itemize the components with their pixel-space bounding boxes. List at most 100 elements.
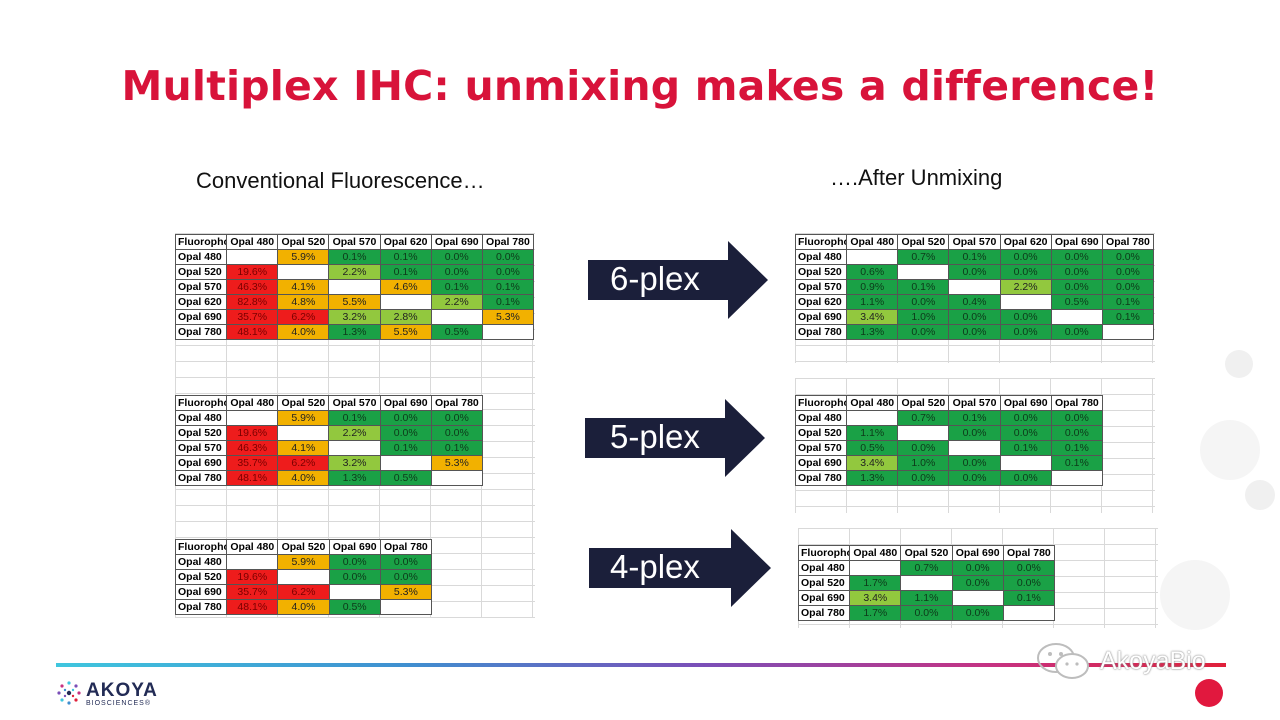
- table-cell: 0.5%: [379, 470, 432, 486]
- table-cell: 0.4%: [948, 294, 1001, 310]
- table-cell: 0.0%: [481, 249, 535, 265]
- arrow-4plex: [589, 529, 771, 607]
- table-cell: 0.0%: [999, 309, 1052, 325]
- table-cell: 1.3%: [328, 324, 381, 340]
- column-header: Opal 520: [277, 395, 330, 411]
- row-header: Opal 690: [174, 455, 228, 471]
- table-cell: 2.8%: [379, 309, 432, 325]
- table-cell: 0.9%: [846, 279, 899, 295]
- column-header: Opal 480: [846, 395, 899, 411]
- red-dot: [1195, 679, 1223, 707]
- table-cell: 3.2%: [328, 455, 381, 471]
- table-cell: 6.2%: [277, 455, 330, 471]
- table-cell: 35.7%: [226, 584, 279, 600]
- table-cell: [900, 575, 953, 591]
- table-cell: 46.3%: [226, 440, 279, 456]
- table-cell: 1.1%: [846, 294, 899, 310]
- right-heading: ….After Unmixing: [830, 165, 1003, 190]
- table-cell: 1.7%: [849, 575, 902, 591]
- table-cell: 0.0%: [1050, 425, 1104, 441]
- table-row: Opal 690 3.4% 1.0% 0.0% 0.1%: [794, 455, 1104, 471]
- table-cell: [948, 279, 1001, 295]
- table-cell: 0.0%: [999, 249, 1052, 265]
- table-cell: 0.0%: [379, 569, 433, 585]
- table-row: Opal 480 0.7% 0.1% 0.0% 0.0% 0.0%: [794, 249, 1155, 265]
- table-cell: [226, 554, 279, 570]
- table-cell: [897, 264, 950, 280]
- table-cell: 0.1%: [328, 410, 381, 426]
- table-cell: [277, 569, 330, 585]
- table-cell: 0.0%: [1002, 575, 1056, 591]
- akoya-logo-subtext: BIOSCIENCES®: [86, 700, 152, 707]
- table-cell: 0.0%: [999, 324, 1052, 340]
- table-cell: 4.0%: [277, 470, 330, 486]
- table-cell: 0.1%: [328, 249, 381, 265]
- row-header: Opal 620: [794, 294, 848, 310]
- table-row: Opal 520 0.6% 0.0% 0.0% 0.0% 0.0%: [794, 264, 1155, 280]
- table-row: Opal 780 48.1% 4.0% 0.5%: [174, 599, 433, 615]
- arrow-label-4plex: 4-plex: [610, 548, 700, 585]
- column-header: Fluorophore: [794, 395, 848, 411]
- akoya-logo-icon: [57, 681, 81, 705]
- table-cell: [379, 599, 433, 615]
- column-header: Opal 620: [999, 234, 1052, 250]
- table-cell: 0.1%: [430, 440, 484, 456]
- table-cell: [379, 455, 432, 471]
- row-header: Opal 690: [794, 455, 848, 471]
- table-cell: 4.0%: [277, 324, 330, 340]
- table-row: Opal 780 48.1% 4.0% 1.3% 0.5%: [174, 470, 484, 486]
- table-cell: [846, 410, 899, 426]
- table-cell: 6.2%: [277, 309, 330, 325]
- row-header: Opal 780: [174, 470, 228, 486]
- table-row: Opal 620 1.1% 0.0% 0.4% 0.5% 0.1%: [794, 294, 1155, 310]
- table-cell: 5.3%: [481, 309, 535, 325]
- row-header: Opal 780: [794, 470, 848, 486]
- table-row: Opal 480 5.9% 0.0% 0.0%: [174, 554, 433, 570]
- column-header: Opal 780: [1002, 545, 1056, 561]
- table-cell: 0.0%: [897, 294, 950, 310]
- row-header: Opal 570: [794, 440, 848, 456]
- row-header: Opal 570: [794, 279, 848, 295]
- table-cell: 0.0%: [430, 249, 483, 265]
- table-cell: [430, 470, 484, 486]
- table-cell: 0.0%: [999, 264, 1052, 280]
- table-cell: 0.0%: [1050, 410, 1104, 426]
- column-header: Opal 480: [226, 234, 279, 250]
- table-cell: 0.1%: [1050, 455, 1104, 471]
- row-header: Opal 520: [794, 264, 848, 280]
- table-row: Opal 780 48.1% 4.0% 1.3% 5.5% 0.5%: [174, 324, 535, 340]
- table-row: Opal 690 3.4% 1.0% 0.0% 0.0% 0.1%: [794, 309, 1155, 325]
- table-cell: [328, 279, 381, 295]
- table-cell: 0.0%: [999, 470, 1052, 486]
- table-cell: 0.0%: [999, 425, 1052, 441]
- table-cell: [1050, 470, 1104, 486]
- table-cell: 2.2%: [999, 279, 1052, 295]
- table-cell: [1101, 324, 1155, 340]
- table-cell: 1.0%: [897, 309, 950, 325]
- table-cell: 4.0%: [277, 599, 330, 615]
- column-header: Opal 780: [430, 395, 484, 411]
- table-row: Opal 570 0.5% 0.0% 0.1% 0.1%: [794, 440, 1104, 456]
- column-header: Fluorophore: [174, 395, 228, 411]
- table-cell: 0.1%: [897, 279, 950, 295]
- table-cell: 4.1%: [277, 440, 330, 456]
- table-cell: 0.0%: [948, 455, 1001, 471]
- table-cell: 0.0%: [379, 554, 433, 570]
- table-cell: 3.2%: [328, 309, 381, 325]
- table-cell: 2.2%: [328, 425, 381, 441]
- table-row: Opal 570 46.3% 4.1% 0.1% 0.1%: [174, 440, 484, 456]
- table-cell: 5.5%: [379, 324, 432, 340]
- column-header: Opal 480: [226, 395, 279, 411]
- column-header: Opal 570: [328, 395, 381, 411]
- table-cell: 19.6%: [226, 569, 279, 585]
- table-cell: 0.0%: [897, 324, 950, 340]
- table-row: Opal 480 5.9% 0.1% 0.1% 0.0% 0.0%: [174, 249, 535, 265]
- table-cell: 4.1%: [277, 279, 330, 295]
- table-cell: 0.0%: [948, 425, 1001, 441]
